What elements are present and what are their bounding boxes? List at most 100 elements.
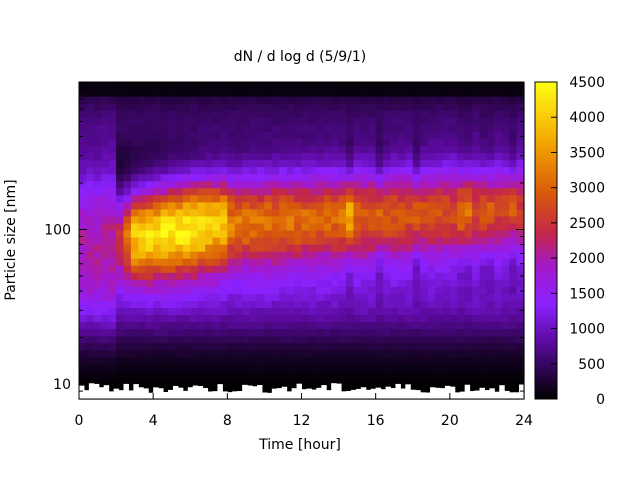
heatmap-cell <box>346 335 355 344</box>
heatmap-cell <box>427 300 436 309</box>
heatmap-cell <box>175 138 184 146</box>
heatmap-cell <box>442 377 451 386</box>
heatmap-cell <box>420 173 429 182</box>
heatmap-cell <box>435 96 444 104</box>
heatmap-cell <box>182 384 191 393</box>
heatmap-cell <box>308 208 317 217</box>
heatmap-cell <box>123 194 132 203</box>
heatmap-cell <box>138 307 147 316</box>
heatmap-cell <box>346 208 355 217</box>
heatmap-cell <box>205 110 214 118</box>
heatmap-cell <box>435 201 444 210</box>
heatmap-cell <box>509 286 518 294</box>
heatmap-cell <box>93 152 102 161</box>
heatmap-cell <box>486 328 495 337</box>
heatmap-cell <box>175 356 184 365</box>
x-tick-label: 20 <box>441 413 459 429</box>
heatmap-cell <box>108 244 117 252</box>
heatmap-cell <box>323 384 332 393</box>
heatmap-cell <box>279 251 288 259</box>
heatmap-cell <box>435 131 444 139</box>
heatmap-cell <box>271 370 280 379</box>
heatmap-cell <box>301 363 310 372</box>
heatmap-cell <box>501 356 510 365</box>
heatmap-cell <box>234 145 243 154</box>
heatmap-cell <box>123 131 132 139</box>
heatmap-cell <box>153 279 162 287</box>
heatmap-cell <box>108 117 117 125</box>
heatmap-cell <box>486 321 495 330</box>
heatmap-cell <box>212 384 221 393</box>
heatmap-cell <box>464 328 473 337</box>
heatmap-cell <box>353 377 362 386</box>
heatmap-cell <box>286 258 295 266</box>
heatmap-cell <box>331 208 340 217</box>
heatmap-cell <box>86 117 95 125</box>
heatmap-cell <box>93 103 102 111</box>
heatmap-cell <box>516 321 525 330</box>
heatmap-cell <box>271 314 280 323</box>
heatmap-cell <box>264 110 273 118</box>
heatmap-cell <box>175 279 184 287</box>
heatmap-cell <box>338 314 347 323</box>
heatmap-cell <box>138 363 147 372</box>
heatmap-cell <box>516 300 525 309</box>
heatmap-cell <box>464 166 473 175</box>
heatmap-cell <box>308 342 317 351</box>
heatmap-cell <box>79 96 88 104</box>
no-data-block <box>494 391 500 399</box>
heatmap-cell <box>494 96 503 104</box>
heatmap-cell <box>130 208 139 217</box>
heatmap-cell <box>331 103 340 111</box>
heatmap-cell <box>108 258 117 266</box>
heatmap-cell <box>301 152 310 161</box>
heatmap-cell <box>234 363 243 372</box>
heatmap-cell <box>286 272 295 280</box>
heatmap-cell <box>375 293 384 301</box>
heatmap-cell <box>93 335 102 344</box>
heatmap-cell <box>338 384 347 393</box>
heatmap-cell <box>257 363 266 372</box>
heatmap-cell <box>116 328 125 337</box>
heatmap-cell <box>86 265 95 273</box>
heatmap-cell <box>449 279 458 287</box>
heatmap-cell <box>464 307 473 316</box>
heatmap-cell <box>182 138 191 146</box>
heatmap-cell <box>427 89 436 97</box>
heatmap-cell <box>516 229 525 238</box>
heatmap-cell <box>160 103 169 111</box>
heatmap-cell <box>479 370 488 379</box>
heatmap-cell <box>405 124 414 132</box>
heatmap-cell <box>160 89 169 97</box>
heatmap-cell <box>219 82 228 90</box>
heatmap-cell <box>116 236 125 245</box>
heatmap-cell <box>308 180 317 189</box>
heatmap-cell <box>190 180 199 189</box>
heatmap-cell <box>264 293 273 301</box>
heatmap-cell <box>442 286 451 294</box>
heatmap-cell <box>509 138 518 146</box>
heatmap-cell <box>346 342 355 351</box>
heatmap-cell <box>168 349 177 358</box>
heatmap-cell <box>397 117 406 125</box>
heatmap-cell <box>308 321 317 330</box>
heatmap-cell <box>271 208 280 217</box>
heatmap-cell <box>205 124 214 132</box>
no-data-block <box>400 388 406 399</box>
heatmap-cell <box>435 265 444 273</box>
heatmap-cell <box>420 89 429 97</box>
heatmap-cell <box>123 342 132 351</box>
heatmap-cell <box>308 201 317 210</box>
heatmap-cell <box>494 328 503 337</box>
heatmap-cell <box>212 314 221 323</box>
heatmap-cell <box>234 384 243 393</box>
heatmap-cell <box>486 229 495 238</box>
heatmap-cell <box>375 307 384 316</box>
heatmap-cell <box>516 187 525 196</box>
heatmap-cell <box>516 349 525 358</box>
heatmap-cell <box>486 300 495 309</box>
heatmap-cell <box>368 363 377 372</box>
heatmap-cell <box>79 110 88 118</box>
heatmap-cell <box>360 321 369 330</box>
